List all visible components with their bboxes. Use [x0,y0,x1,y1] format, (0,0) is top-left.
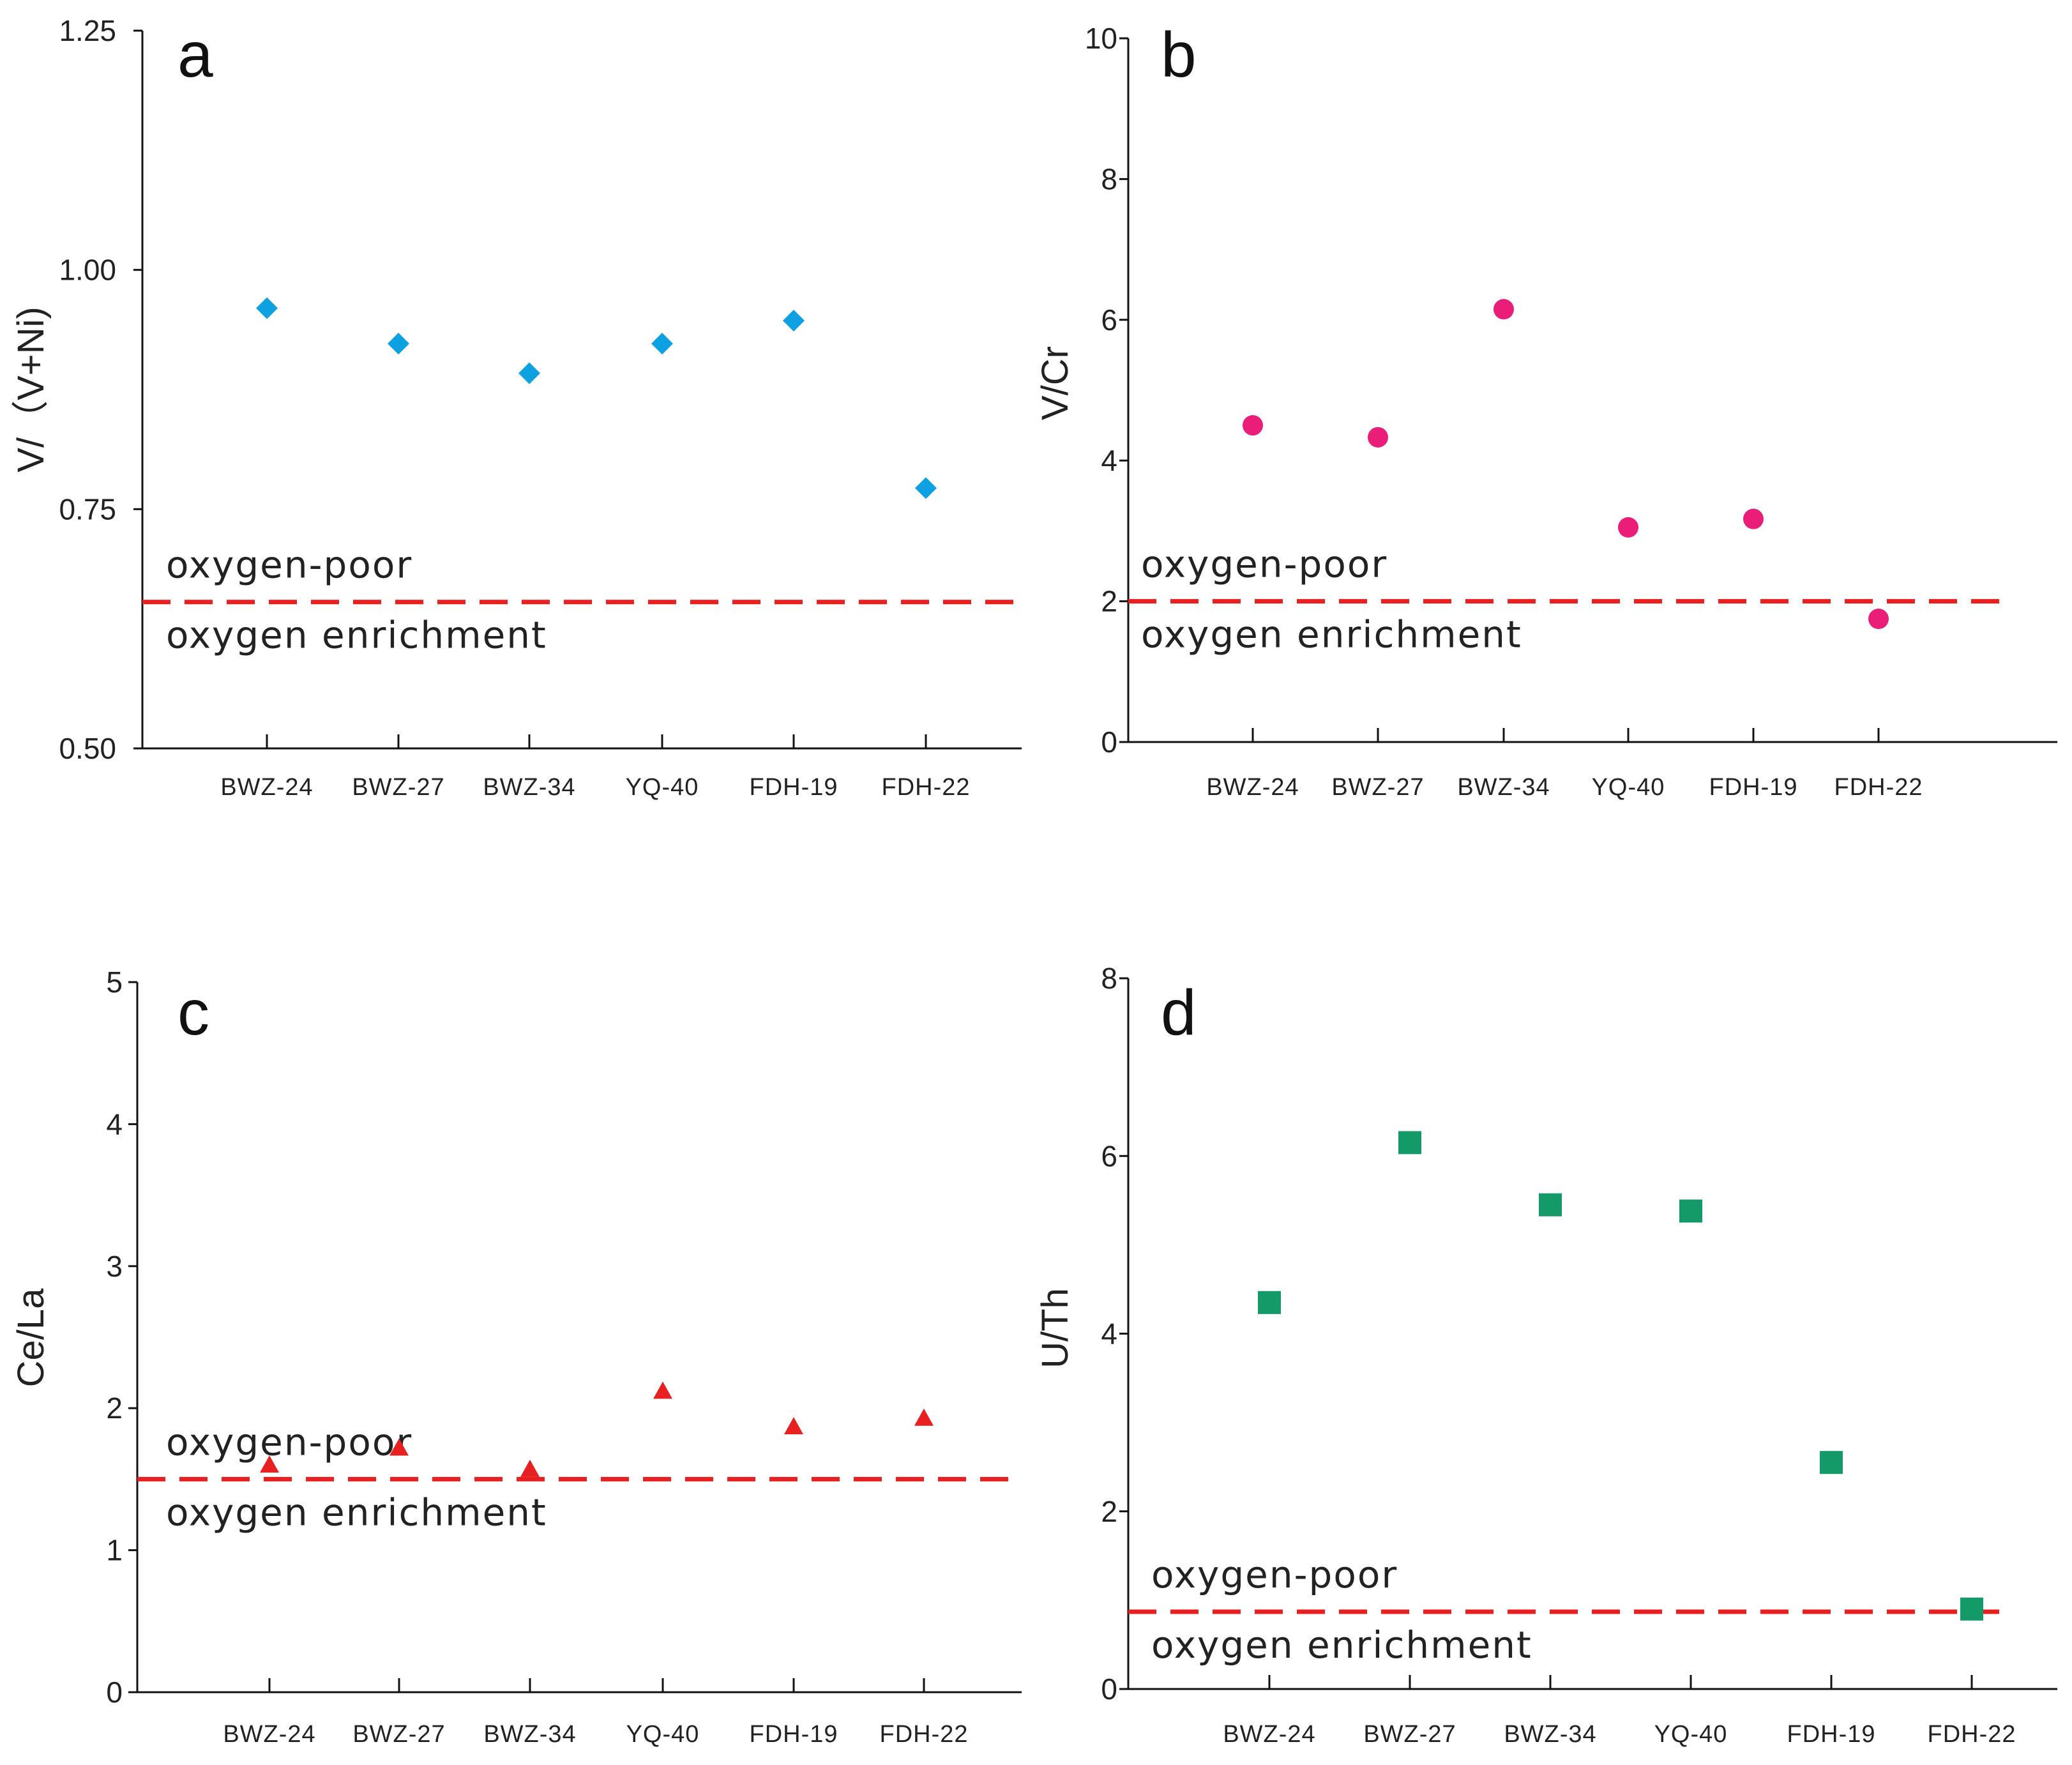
y-tick-label-b: 6 [1101,303,1117,337]
chart-panel-b: 0 2 4 6 8 10 BWZ-24 BWZ-27 BWZ-34 YQ-40 FDH-19 FDH-… [1034,19,2057,801]
data-point-b-bwz-34 [1494,299,1514,320]
data-point-c-fdh-22 [914,1408,934,1426]
y-tick-label-d: 4 [1101,1317,1117,1351]
y-tick-label-d: 2 [1101,1495,1117,1528]
zone-label-below-c: oxygen enrichment [166,1490,547,1534]
x-tick-label-b: YQ-40 [1592,774,1665,801]
y-tick-label-d: 0 [1101,1672,1117,1706]
data-point-d-fdh-19 [1820,1451,1843,1474]
panel-letter-d: d [1161,977,1197,1049]
y-tick-label-b: 0 [1101,725,1117,759]
zone-label-above-b: oxygen-poor [1141,543,1388,586]
x-tick-label-b: FDH-19 [1709,774,1797,801]
x-tick-label-c: FDH-19 [749,1721,838,1748]
zone-label-above-a: oxygen-poor [166,543,412,587]
data-point-c-bwz-27 [389,1438,409,1456]
x-tick-label-a: BWZ-34 [483,774,575,801]
x-tick-label-a: BWZ-27 [352,774,444,801]
y-tick-label-c: 0 [106,1676,123,1709]
x-tick-label-b: BWZ-34 [1457,774,1550,801]
data-point-b-fdh-22 [1868,609,1889,630]
panel-letter-a: a [178,19,213,91]
y-tick-label-a: 0.50 [59,732,116,765]
data-point-c-bwz-34 [520,1459,540,1477]
panel-letter-c: c [178,977,209,1049]
data-point-a-fdh-19 [783,310,805,332]
y-tick-label-a: 1.25 [59,14,116,47]
data-point-a-fdh-22 [915,477,937,499]
data-point-d-bwz-27 [1398,1131,1421,1155]
data-point-a-bwz-24 [256,297,278,319]
x-tick-label-b: BWZ-27 [1331,774,1424,801]
y-axis-title-a: V/（V+Ni) [10,307,52,472]
x-tick-label-d: YQ-40 [1654,1721,1728,1748]
data-point-b-fdh-19 [1743,508,1764,529]
zone-label-below-d: oxygen enrichment [1151,1623,1532,1667]
zone-label-above-d: oxygen-poor [1151,1553,1398,1596]
y-tick-label-a: 1.00 [59,254,116,287]
zone-label-above-c: oxygen-poor [166,1420,412,1464]
y-tick-label-c: 2 [106,1391,123,1425]
y-tick-label-b: 10 [1085,22,1117,55]
y-tick-label-a: 0.75 [59,492,116,526]
x-tick-label-c: BWZ-34 [483,1721,576,1748]
zone-label-below-b: oxygen enrichment [1141,613,1522,656]
y-tick-label-d: 8 [1101,962,1117,995]
data-point-a-bwz-27 [388,333,409,355]
data-point-d-yq-40 [1679,1199,1702,1223]
chart-panel-a: 0.50 0.75 1.00 1.25 BWZ-24 BWZ-27 BWZ-34 YQ-40 F… [10,14,1022,801]
y-tick-label-b: 2 [1101,585,1117,618]
chart-panel-c: 0 1 2 3 4 5 BWZ-24 BWZ-27 BWZ-34 YQ-40 FDH-19 FDH-2… [10,966,1022,1748]
x-tick-label-c: YQ-40 [626,1721,700,1748]
data-point-b-bwz-27 [1368,427,1388,448]
y-tick-label-c: 4 [106,1107,123,1140]
x-tick-label-b: BWZ-24 [1206,774,1299,801]
data-point-d-bwz-34 [1539,1193,1562,1216]
x-tick-label-b: FDH-22 [1834,774,1923,801]
x-tick-label-c: BWZ-24 [223,1721,315,1748]
y-tick-label-c: 3 [106,1250,123,1283]
data-point-d-fdh-22 [1960,1597,1983,1621]
x-tick-label-d: BWZ-24 [1223,1721,1315,1748]
data-point-a-yq-40 [651,333,673,355]
data-point-a-bwz-34 [518,362,540,384]
data-point-d-bwz-24 [1258,1291,1281,1314]
x-tick-label-a: FDH-19 [749,774,838,801]
x-tick-label-d: BWZ-34 [1504,1721,1596,1748]
panel-letter-b: b [1161,19,1197,91]
x-tick-label-a: YQ-40 [626,774,699,801]
data-point-c-fdh-19 [784,1417,803,1435]
data-point-c-yq-40 [653,1381,672,1399]
y-axis-title-d: U/Th [1034,1288,1076,1368]
x-tick-label-c: BWZ-27 [352,1721,445,1748]
y-axis-title-b: V/Cr [1034,346,1076,420]
zone-label-below-a: oxygen enrichment [166,614,547,657]
x-tick-label-a: FDH-22 [881,774,970,801]
y-tick-label-b: 4 [1101,444,1117,477]
x-tick-label-d: FDH-19 [1787,1721,1875,1748]
x-tick-label-a: BWZ-24 [220,774,313,801]
x-tick-label-d: FDH-22 [1927,1721,2016,1748]
chart-panel-d: 0 2 4 6 8 BWZ-24 BWZ-27 BWZ-34 YQ-40 FDH-19 FDH-22… [1034,962,2057,1748]
x-tick-label-c: FDH-22 [879,1721,968,1748]
y-tick-label-b: 8 [1101,162,1117,195]
y-tick-label-c: 1 [106,1534,123,1567]
data-point-b-bwz-24 [1243,415,1263,436]
y-tick-label-d: 6 [1101,1139,1117,1172]
y-axis-title-c: Ce/La [10,1288,52,1388]
data-point-c-bwz-24 [260,1455,279,1473]
data-point-b-yq-40 [1618,517,1638,538]
y-tick-label-c: 5 [106,966,123,999]
x-tick-label-d: BWZ-27 [1363,1721,1456,1748]
